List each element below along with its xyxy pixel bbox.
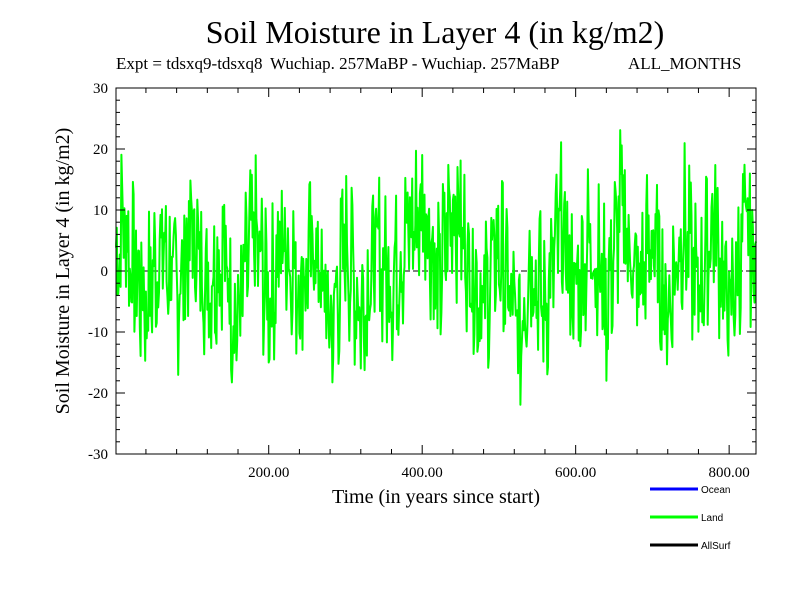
y-tick-label: -20: [88, 386, 108, 402]
y-tick-label: 10: [93, 203, 108, 219]
y-tick-label: 20: [93, 142, 108, 158]
experiment-label: Expt = tdsxq9-tdsxq8: [116, 54, 263, 73]
period-label: Wuchiap. 257MaBP - Wuchiap. 257MaBP: [270, 54, 560, 73]
legend-label-land: Land: [701, 513, 723, 524]
series-line-land: [115, 129, 757, 406]
legend-label-ocean: Ocean: [701, 485, 730, 496]
y-tick-label: -10: [88, 325, 108, 341]
chart-title: Soil Moisture in Layer 4 (in kg/m2): [205, 14, 665, 50]
y-axis-label: Soil Moisture in Layer 4 (in kg/m2): [52, 128, 74, 415]
legend-label-allsurf: AllSurf: [701, 541, 731, 552]
months-label: ALL_MONTHS: [628, 54, 742, 73]
x-tick-label: 400.00: [402, 465, 443, 481]
legend: Ocean Land AllSurf: [650, 485, 731, 552]
x-tick-label: 200.00: [248, 465, 289, 481]
y-tick-label: 30: [93, 81, 108, 97]
x-tick-label: 600.00: [555, 465, 596, 481]
y-tick-label: -30: [88, 447, 108, 463]
y-tick-label: 0: [101, 264, 109, 280]
x-axis-label: Time (in years since start): [332, 486, 540, 508]
x-tick-label: 800.00: [709, 465, 750, 481]
